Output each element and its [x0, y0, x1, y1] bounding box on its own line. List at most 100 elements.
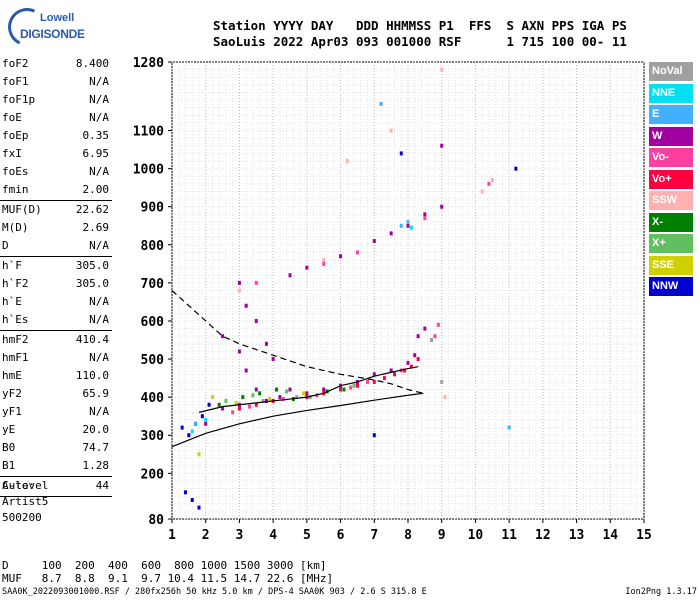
param-value: 74.7	[82, 441, 110, 454]
data-point	[399, 223, 403, 228]
param-name: foEs	[2, 165, 29, 178]
data-point	[234, 400, 238, 405]
param-row: yF2 65.9	[0, 385, 112, 403]
param-name: h`Es	[2, 313, 29, 326]
legend-item: SSW	[649, 191, 693, 210]
param-name: h`F	[2, 259, 22, 272]
data-point	[372, 433, 376, 438]
param-value: 8.400	[75, 57, 109, 70]
param-name: foE	[2, 111, 22, 124]
x-tick-label: 10	[468, 528, 484, 543]
data-point	[288, 387, 292, 392]
param-value: 65.9	[82, 387, 110, 400]
profile-curve-dashed	[171, 290, 424, 394]
data-point	[305, 265, 309, 270]
data-point	[224, 398, 228, 403]
data-point	[221, 334, 225, 339]
param-row: foF2 8.400	[0, 55, 112, 73]
x-tick-label: 5	[303, 528, 311, 543]
param-name: h`F2	[2, 277, 29, 290]
param-row: M(D) 2.69	[0, 219, 112, 237]
param-name: C-level	[2, 479, 49, 492]
legend-item: E	[649, 105, 693, 124]
data-point	[264, 398, 268, 403]
y-tick-label: 80	[148, 513, 164, 528]
data-point	[254, 387, 258, 392]
y-tick-label: 1100	[133, 125, 164, 140]
x-tick-label: 8	[404, 528, 412, 543]
param-value: N/A	[89, 75, 109, 88]
data-point	[379, 101, 383, 106]
data-point	[406, 223, 410, 228]
param-value: 22.62	[75, 203, 109, 216]
data-point	[187, 433, 191, 438]
data-point	[423, 326, 427, 331]
data-point	[254, 318, 258, 323]
data-point	[440, 143, 444, 148]
auto-line1: Auto:	[2, 479, 36, 492]
data-point	[190, 497, 194, 502]
param-row: foE N/A	[0, 109, 112, 127]
y-tick-label: 1000	[133, 163, 164, 178]
param-name: MUF(D)	[2, 203, 42, 216]
param-value: N/A	[89, 351, 109, 364]
data-point	[305, 391, 309, 396]
param-row: hmE 110.0	[0, 367, 112, 385]
param-name: foF2	[2, 57, 29, 70]
data-point	[322, 258, 326, 263]
param-row: fxI 6.95	[0, 145, 112, 163]
auto-line3: 500200	[2, 511, 42, 524]
y-tick-label: 900	[141, 201, 165, 216]
param-name: fmin	[2, 183, 29, 196]
x-tick-label: 14	[602, 528, 618, 543]
polarization-legend: NoVal NNE E W Vo- Vo+ SSW X- X+ SSE NNW	[649, 62, 693, 299]
legend-item: X-	[649, 212, 693, 232]
param-value: N/A	[89, 313, 109, 326]
data-point	[322, 261, 326, 266]
data-point	[258, 391, 262, 396]
data-point	[436, 322, 440, 327]
data-point	[197, 452, 201, 457]
muf-table: D 100 200 400 600 800 1000 1500 3000 [km…	[2, 559, 333, 585]
param-row: foEp 0.35	[0, 127, 112, 145]
data-point	[254, 402, 258, 407]
data-point	[507, 425, 511, 430]
data-point	[352, 383, 356, 388]
footer-version: Ion2Png 1.3.17	[625, 587, 697, 597]
data-point	[382, 376, 386, 381]
param-value: N/A	[89, 111, 109, 124]
data-point	[406, 360, 410, 365]
param-name: B0	[2, 441, 16, 454]
data-point	[433, 334, 437, 339]
legend-item: Vo-	[649, 148, 693, 167]
legend-item: W	[649, 126, 693, 146]
param-value: N/A	[89, 93, 109, 106]
data-point	[204, 421, 208, 426]
param-value: N/A	[89, 239, 109, 252]
data-point	[440, 67, 444, 72]
param-row: B0 74.7	[0, 439, 112, 457]
x-tick-label: 2	[202, 528, 210, 543]
x-tick-label: 6	[337, 528, 345, 543]
data-point	[301, 391, 305, 396]
data-point	[278, 395, 282, 400]
data-point	[237, 280, 241, 285]
data-point	[413, 353, 417, 358]
param-value: 44	[95, 479, 109, 492]
param-separator	[0, 256, 112, 257]
data-point	[345, 159, 349, 164]
data-point	[349, 385, 353, 390]
data-point	[244, 368, 248, 373]
data-point	[241, 395, 245, 400]
param-value: N/A	[89, 165, 109, 178]
param-row: foF1 N/A	[0, 73, 112, 91]
param-name: M(D)	[2, 221, 29, 234]
logo-line2: DIGISONDE	[20, 27, 85, 41]
param-value: 410.4	[75, 333, 109, 346]
data-point	[406, 219, 410, 224]
x-tick-label: 11	[501, 528, 517, 543]
y-tick-label: 300	[141, 429, 165, 444]
data-point	[440, 204, 444, 209]
param-name: foF1	[2, 75, 29, 88]
param-row: B1 1.28	[0, 457, 112, 475]
